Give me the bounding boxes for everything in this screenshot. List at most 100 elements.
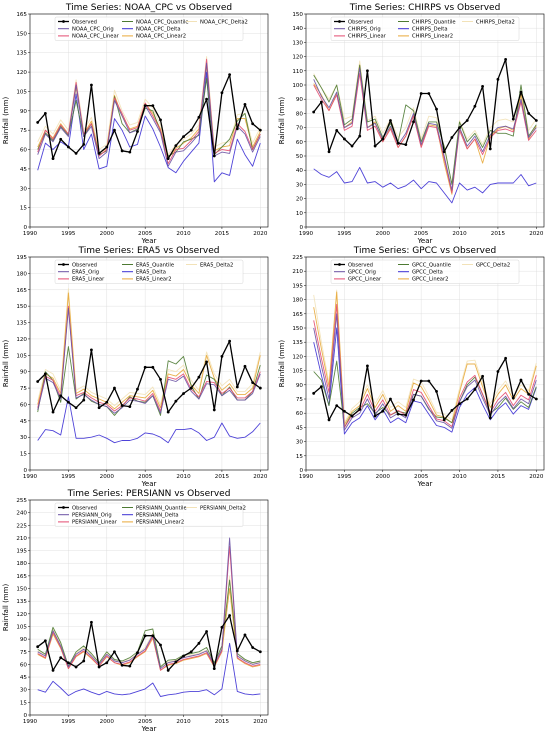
series-line-orig <box>37 537 261 670</box>
y-tick-label: 120 <box>16 612 27 618</box>
data-point-observed <box>220 625 224 629</box>
data-point-observed <box>404 413 408 417</box>
y-tick-label: 120 <box>16 70 27 76</box>
plot-frame <box>305 256 545 471</box>
data-point-observed <box>228 614 232 617</box>
data-point-observed <box>319 385 323 389</box>
y-tick-label: 195 <box>292 283 303 289</box>
legend-label: ERA5_Orig <box>72 270 99 276</box>
y-tick-label: 240 <box>16 511 27 517</box>
data-point-observed <box>435 390 438 393</box>
y-tick-label: 60 <box>20 148 28 154</box>
data-point-observed <box>251 381 255 385</box>
y-tick-label: 45 <box>20 419 28 425</box>
legend-label: GPCC_Linear2 <box>412 277 448 283</box>
chart-title: Time Series: GPCC vs Observed <box>353 246 496 256</box>
y-tick-label: 90 <box>296 383 304 389</box>
data-point-observed <box>427 379 431 383</box>
y-tick-label: 75 <box>20 128 28 134</box>
y-tick-label: 210 <box>292 269 303 275</box>
data-point-observed <box>36 121 40 124</box>
x-tick-label: 2015 <box>491 474 506 480</box>
y-tick-label: 180 <box>16 271 27 277</box>
data-point-observed <box>458 402 461 406</box>
data-point-observed <box>74 406 78 410</box>
data-point-observed <box>235 127 239 131</box>
data-point-observed <box>159 643 162 647</box>
data-point-observed <box>412 398 415 402</box>
y-axis-label: Rainfall (mm) <box>2 97 10 145</box>
y-tick-label: 225 <box>292 255 303 261</box>
x-tick-label: 2000 <box>100 231 115 237</box>
data-point-observed <box>51 668 55 672</box>
data-point-observed <box>120 404 124 407</box>
series-line-delta <box>313 166 537 204</box>
y-tick-label: 110 <box>292 69 303 75</box>
legend-label: Observed <box>72 262 97 268</box>
x-tick-label: 1995 <box>337 474 352 480</box>
data-point-observed <box>159 377 162 381</box>
data-point-observed <box>534 119 538 122</box>
x-tick-label: 2015 <box>215 719 230 725</box>
data-point-observed <box>66 661 70 665</box>
y-tick-label: 150 <box>292 326 303 332</box>
x-tick-label: 1990 <box>23 474 38 480</box>
data-point-observed <box>450 136 454 139</box>
data-point-observed <box>59 656 63 660</box>
x-tick-label: 2020 <box>253 719 268 725</box>
data-point-observed <box>128 664 132 668</box>
series-line-delta <box>37 71 261 183</box>
data-point-observed <box>105 661 109 665</box>
legend-label: NOAA_CPC_Delta2 <box>200 19 248 25</box>
legend-label: NOAA_CPC_Delta <box>136 27 181 33</box>
x-tick-label: 2005 <box>414 231 429 237</box>
y-tick-label: 50 <box>296 154 304 160</box>
x-tick-label: 1995 <box>61 231 76 237</box>
x-tick-label: 2015 <box>215 474 230 480</box>
legend-label: ERA5_Linear2 <box>136 277 172 283</box>
data-point-observed <box>174 144 178 148</box>
y-tick-label: 105 <box>292 369 303 375</box>
data-point-observed <box>381 409 385 413</box>
legend-label: PERSIANN_Linear <box>72 520 118 526</box>
y-tick-label: 40 <box>296 168 304 174</box>
legend-label: NOAA_CPC_Quantile <box>136 19 189 25</box>
data-point-observed <box>220 91 224 95</box>
y-tick-label: 135 <box>16 51 27 57</box>
legend-label: Observed <box>72 505 97 511</box>
data-point-observed <box>350 144 354 148</box>
y-tick-label: 30 <box>20 688 28 694</box>
y-tick-label: 15 <box>20 700 28 706</box>
data-point-observed <box>159 118 162 122</box>
y-tick-label: 120 <box>292 55 303 61</box>
chart-title: Time Series: PERSIANN vs Observed <box>67 489 231 499</box>
data-point-observed <box>373 144 377 148</box>
data-point-observed <box>90 348 93 352</box>
data-point-observed <box>90 620 93 624</box>
x-axis-label: Year <box>417 480 433 488</box>
x-tick-label: 2010 <box>176 231 191 237</box>
y-tick-label: 15 <box>20 452 28 458</box>
data-point-observed <box>120 663 124 667</box>
data-point-observed <box>412 120 415 124</box>
data-point-observed <box>228 339 232 343</box>
data-point-observed <box>442 150 446 154</box>
y-tick-label: 165 <box>16 12 27 18</box>
x-tick-label: 1990 <box>23 231 38 237</box>
y-tick-label: 0 <box>23 468 27 474</box>
data-point-observed <box>166 157 170 160</box>
series-line-linear2 <box>313 64 537 195</box>
data-point-observed <box>189 128 193 132</box>
data-point-observed <box>166 410 170 414</box>
legend-label: GPCC_Linear <box>348 277 382 283</box>
legend-label: NOAA_CPC_Linear2 <box>136 34 186 40</box>
data-point-observed <box>228 73 232 77</box>
x-axis-label: Year <box>141 237 157 245</box>
legend-label: Observed <box>348 19 373 25</box>
y-tick-label: 90 <box>20 370 28 376</box>
y-tick-label: 180 <box>292 298 303 304</box>
y-tick-label: 150 <box>16 31 27 37</box>
y-axis-label: Rainfall (mm) <box>2 340 10 388</box>
legend-label: GPCC_Quantile <box>412 262 451 268</box>
data-point-observed <box>488 416 492 420</box>
